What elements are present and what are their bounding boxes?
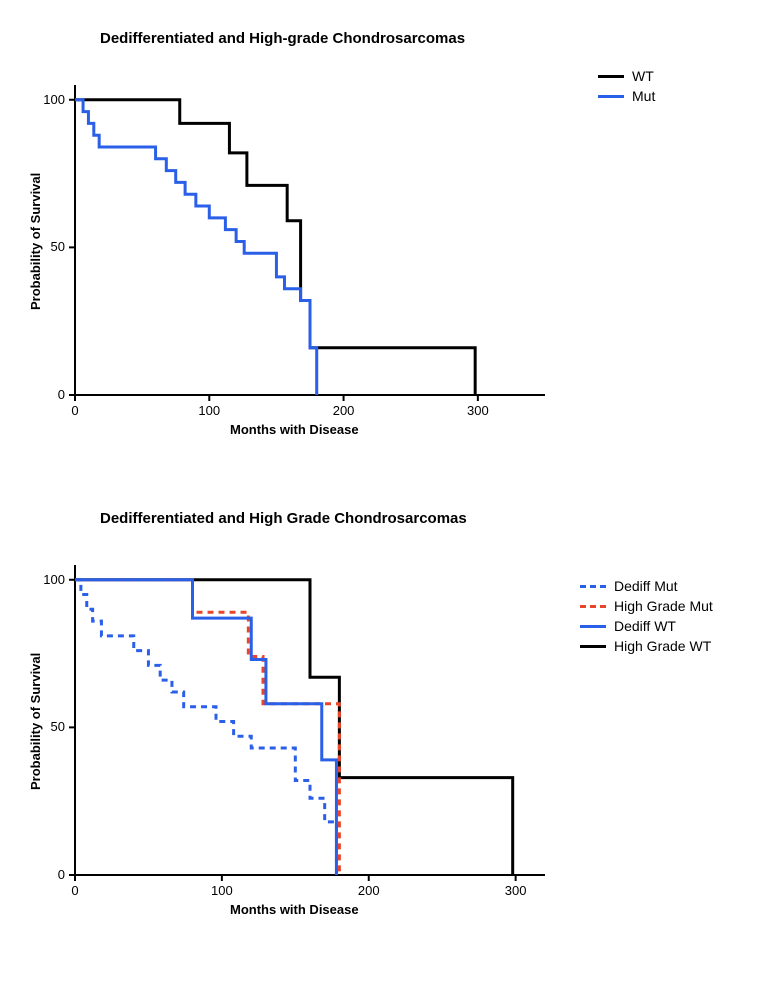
legend-swatch [598,75,624,78]
legend-swatch [598,95,624,98]
legend-label: High Grade WT [614,638,711,654]
chart-2-plot [75,565,545,875]
legend-item: Mut [598,88,655,104]
legend-label: High Grade Mut [614,598,713,614]
series-line [75,580,339,875]
xtick-label: 200 [333,403,355,418]
chart-2-xlabel: Months with Disease [230,902,359,917]
legend-item: Dediff WT [580,618,713,634]
legend-swatch [580,605,606,608]
legend-label: Dediff WT [614,618,676,634]
legend-item: High Grade WT [580,638,713,654]
ytick-label: 0 [58,387,65,402]
xtick-label: 100 [211,883,233,898]
ytick-label: 50 [51,719,65,734]
legend-item: Dediff Mut [580,578,713,594]
chart-2-legend: Dediff Mut High Grade Mut Dediff WT High Gr… [580,578,713,658]
chart-2-title: Dedifferentiated and High Grade Chondros… [100,510,467,527]
legend-swatch [580,585,606,588]
chart-1-xlabel: Months with Disease [230,422,359,437]
xtick-label: 200 [358,883,380,898]
ytick-label: 0 [58,867,65,882]
legend-item: WT [598,68,655,84]
ytick-label: 100 [43,92,65,107]
chart-1: Dedifferentiated and High-grade Chondros… [0,10,773,470]
ytick-label: 50 [51,239,65,254]
legend-label: Dediff Mut [614,578,678,594]
legend-swatch [580,645,606,648]
xtick-label: 0 [71,883,78,898]
xtick-label: 100 [198,403,220,418]
series-line [75,580,336,875]
ytick-label: 100 [43,572,65,587]
series-line [75,580,513,875]
legend-label: Mut [632,88,655,104]
series-line [75,580,336,875]
page: Dedifferentiated and High-grade Chondros… [0,0,773,1000]
series-line [75,100,317,395]
legend-label: WT [632,68,654,84]
chart-2-ylabel: Probability of Survival [28,653,43,790]
chart-1-title: Dedifferentiated and High-grade Chondros… [100,30,465,47]
chart-1-ylabel: Probability of Survival [28,173,43,310]
chart-1-legend: WT Mut [598,68,655,108]
series-line [75,100,475,395]
chart-1-plot [75,85,545,395]
xtick-label: 300 [505,883,527,898]
legend-item: High Grade Mut [580,598,713,614]
legend-swatch [580,625,606,628]
chart-2: Dedifferentiated and High Grade Chondros… [0,490,773,970]
xtick-label: 300 [467,403,489,418]
xtick-label: 0 [71,403,78,418]
